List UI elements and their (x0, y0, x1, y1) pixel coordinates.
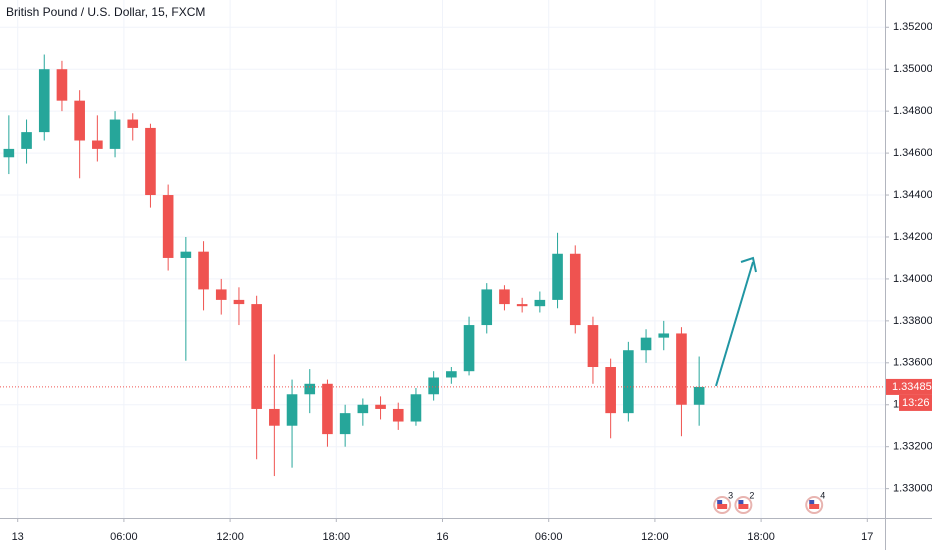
candle-body (392, 408, 404, 422)
x-tick-label: 17 (861, 531, 873, 543)
candles (3, 54, 705, 477)
grid (0, 0, 885, 518)
event-flag-canton (809, 500, 815, 504)
candle-body (499, 289, 510, 305)
chart-title: British Pound / U.S. Dollar, 15, FXCM (6, 5, 205, 19)
candle-body (251, 304, 262, 409)
candle-body (21, 132, 32, 149)
event-count: 2 (749, 490, 754, 500)
candle-body (623, 350, 634, 414)
candle-body (56, 69, 68, 101)
candle-body (180, 251, 192, 258)
candle-body (145, 127, 156, 196)
candle-body (375, 404, 386, 409)
candle-body (127, 119, 139, 128)
last-price-badge (886, 378, 932, 395)
candle-body (198, 251, 209, 290)
y-tick-label: 1.34400 (893, 189, 932, 201)
candle-body (92, 140, 103, 149)
event-flag-canton (717, 500, 723, 504)
candle-body (463, 325, 475, 372)
y-tick-label: 1.33800 (893, 315, 932, 327)
candle-body (38, 69, 50, 133)
event-flag (717, 504, 728, 509)
candle-body (428, 377, 439, 395)
candle-body (640, 337, 652, 351)
y-tick-label: 1.35200 (893, 21, 932, 33)
countdown-badge (899, 394, 932, 411)
candle-body (357, 404, 369, 414)
y-tick-label: 1.33000 (893, 483, 932, 495)
candle-body (74, 100, 85, 141)
candle-body (676, 333, 687, 405)
candle-body (552, 253, 563, 300)
y-tick-label: 1.34600 (893, 147, 932, 159)
x-tick-label: 12:00 (641, 531, 669, 543)
candle-body (605, 367, 616, 414)
y-tick-label: 1.34000 (893, 273, 932, 285)
candle-body (269, 408, 280, 426)
event-flag (809, 504, 820, 509)
y-tick-label: 1.34200 (893, 231, 932, 243)
y-tick-label: 1.34800 (893, 105, 932, 117)
candle-body (109, 119, 121, 149)
y-tick-label: 1.33200 (893, 441, 932, 453)
x-tick-label: 13 (12, 531, 24, 543)
candle-body (516, 304, 528, 307)
x-tick-label: 16 (436, 531, 448, 543)
event-flag (738, 504, 749, 509)
candle-body (658, 333, 670, 338)
candle-body (339, 413, 351, 435)
forecast-arrow (715, 261, 754, 387)
event-flag-canton (738, 500, 744, 504)
candle-body (286, 394, 298, 426)
candle-body (410, 394, 422, 422)
candle-body (162, 195, 174, 258)
countdown-label: 13:26 (902, 397, 930, 409)
candle-body (693, 386, 705, 405)
forecast-arrow-head (740, 256, 757, 273)
x-tick-label: 12:00 (216, 531, 244, 543)
event-count: 3 (728, 490, 733, 500)
candle-body (215, 289, 227, 300)
candle-body (304, 383, 316, 395)
y-tick-label: 1.35000 (893, 63, 932, 75)
candle-body (587, 325, 599, 368)
event-count: 4 (820, 490, 825, 500)
candle-body (322, 383, 333, 435)
candle-body (481, 289, 493, 326)
overlay: 1.33485 13:26 3 2 4 (0, 378, 932, 514)
last-price-label: 1.33485 (892, 381, 932, 393)
candle-body (569, 253, 581, 326)
candle-body (534, 299, 546, 307)
x-tick-label: 18:00 (323, 531, 351, 543)
x-tick-label: 06:00 (535, 531, 563, 543)
candle-body (446, 371, 457, 378)
candle-body (3, 148, 15, 158)
x-tick-label: 18:00 (747, 531, 775, 543)
x-tick-label: 06:00 (110, 531, 138, 543)
y-tick-label: 1.33600 (893, 357, 932, 369)
candle-body (233, 299, 245, 305)
